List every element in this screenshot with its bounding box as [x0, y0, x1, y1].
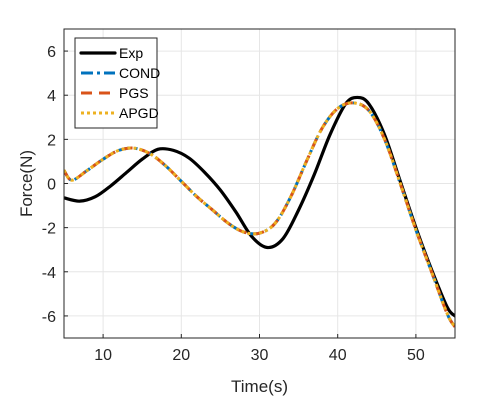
x-tick-label: 10: [94, 347, 112, 364]
y-axis-label: Force(N): [17, 150, 36, 217]
x-tick-label: 40: [329, 347, 347, 364]
x-axis-label: Time(s): [231, 377, 288, 396]
legend-label-exp: Exp: [119, 45, 143, 61]
y-tick-label: 2: [47, 132, 56, 149]
y-tick-label: 4: [47, 88, 56, 105]
legend: Exp COND PGS APGD: [74, 37, 160, 129]
tick-labels: 10 20 30 40 50 -6 -4 -2 0 2 4 6: [42, 44, 425, 364]
y-tick-label: -2: [42, 221, 56, 238]
legend-label-apgd: APGD: [119, 105, 159, 121]
y-tick-label: -6: [42, 309, 56, 326]
y-tick-label: 6: [47, 44, 56, 61]
x-tick-label: 50: [407, 347, 425, 364]
y-tick-label: -4: [42, 265, 56, 282]
legend-label-pgs: PGS: [119, 85, 149, 101]
x-tick-label: 20: [172, 347, 190, 364]
y-tick-label: 0: [47, 177, 56, 194]
x-tick-label: 30: [251, 347, 269, 364]
series-line-apgd: [64, 101, 455, 328]
legend-label-cond: COND: [119, 65, 160, 81]
series-group: [64, 95, 455, 328]
